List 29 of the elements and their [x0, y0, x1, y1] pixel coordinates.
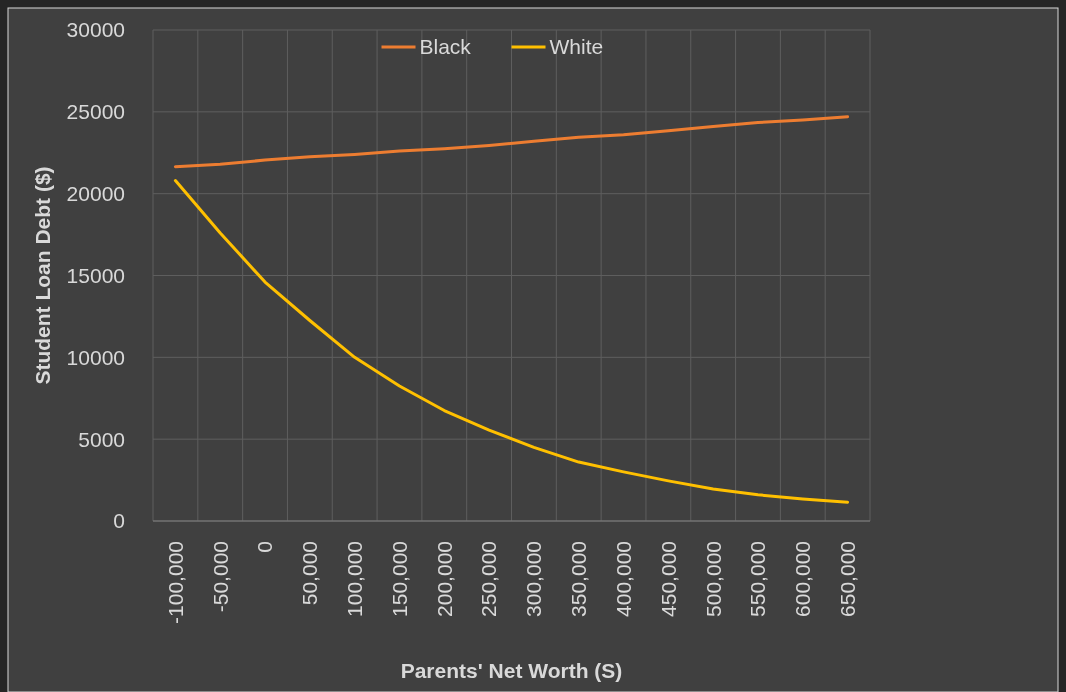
x-tick-label: 250,000: [477, 541, 501, 617]
x-tick-label: 100,000: [343, 541, 367, 617]
x-tick-label: -50,000: [208, 541, 232, 613]
y-tick-label: 30000: [66, 18, 125, 42]
line-series: [173, 115, 850, 169]
y-tick-label: 10000: [66, 345, 125, 369]
x-tick-label: 350,000: [567, 541, 591, 617]
x-tick-label: 450,000: [656, 541, 680, 617]
y-axis-title: Student Loan Debt ($): [31, 166, 55, 385]
x-tick-label: 500,000: [701, 541, 725, 617]
y-tick-label: 25000: [66, 100, 125, 124]
x-tick-label: -100,000: [163, 541, 187, 624]
x-tick-label: 300,000: [522, 541, 546, 617]
x-tick-label: 650,000: [835, 541, 859, 617]
line-series: [173, 179, 850, 504]
x-tick-label: 200,000: [432, 541, 456, 617]
x-tick-label: 400,000: [611, 541, 635, 617]
y-tick-label: 0: [113, 509, 125, 533]
y-tick-label: 20000: [66, 182, 125, 206]
x-tick-label: 50,000: [298, 541, 322, 606]
y-tick-label: 15000: [66, 263, 125, 287]
legend-label: Black: [419, 35, 472, 59]
x-tick-label: 600,000: [791, 541, 815, 617]
x-tick-label: 150,000: [387, 541, 411, 617]
legend-label: White: [549, 35, 604, 59]
x-tick-label: 0: [253, 541, 277, 553]
x-axis-title: Parents' Net Worth (S): [400, 659, 623, 682]
x-tick-label: 550,000: [746, 541, 770, 617]
y-tick-label: 5000: [78, 427, 125, 451]
